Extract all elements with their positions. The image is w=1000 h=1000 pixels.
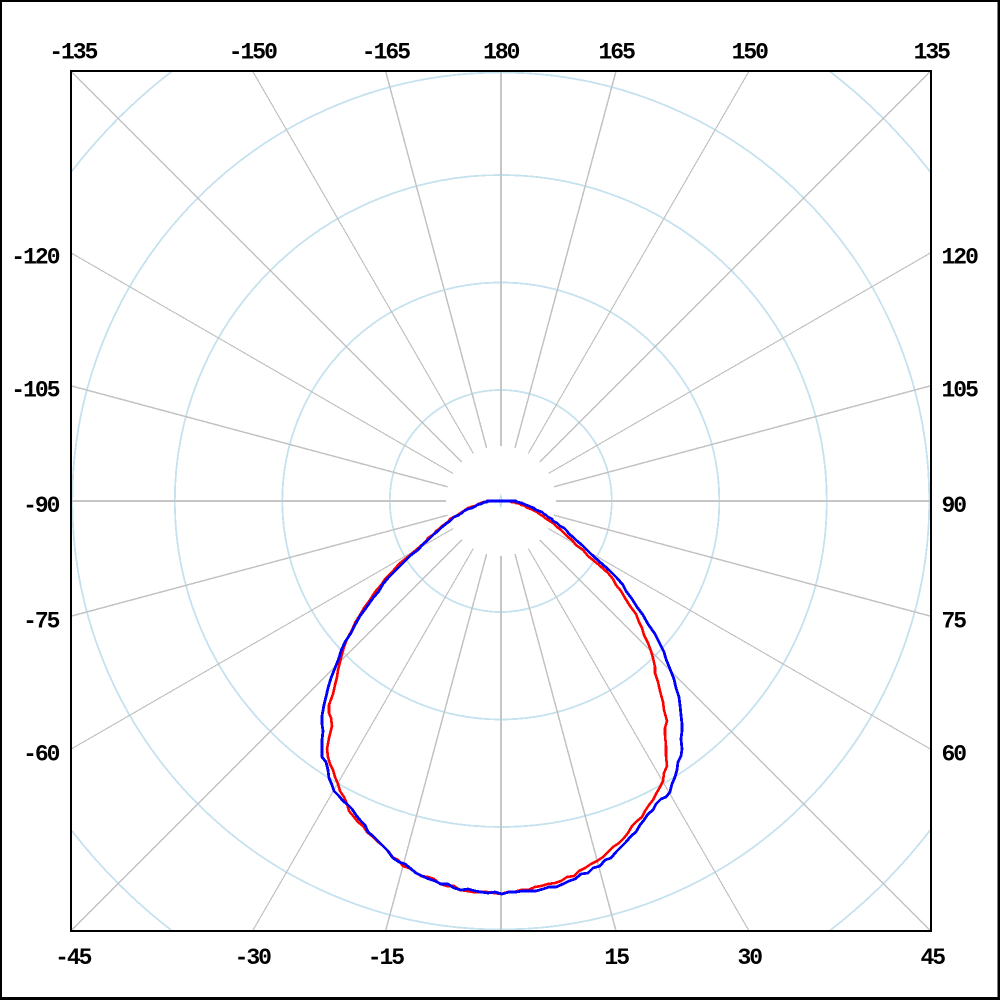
svg-text:-105: -105 [11, 378, 59, 404]
svg-text:15: 15 [604, 945, 629, 971]
svg-text:180: 180 [483, 40, 520, 66]
svg-text:-120: -120 [11, 245, 59, 271]
svg-text:105: 105 [942, 378, 979, 404]
svg-text:-45: -45 [55, 945, 92, 971]
svg-text:-165: -165 [362, 40, 410, 66]
svg-text:135: 135 [914, 40, 951, 66]
svg-text:75: 75 [942, 608, 967, 634]
svg-text:60: 60 [942, 742, 967, 768]
svg-text:30: 30 [737, 945, 762, 971]
svg-text:-15: -15 [368, 945, 405, 971]
svg-text:-60: -60 [23, 742, 60, 768]
svg-text:-150: -150 [229, 40, 277, 66]
svg-text:150: 150 [732, 40, 769, 66]
svg-text:-30: -30 [235, 945, 272, 971]
svg-text:-90: -90 [23, 493, 60, 519]
svg-text:-75: -75 [23, 608, 60, 634]
svg-text:-135: -135 [49, 40, 97, 66]
svg-text:45: 45 [920, 945, 945, 971]
svg-text:120: 120 [942, 245, 979, 271]
svg-text:165: 165 [598, 40, 635, 66]
svg-text:90: 90 [942, 493, 967, 519]
